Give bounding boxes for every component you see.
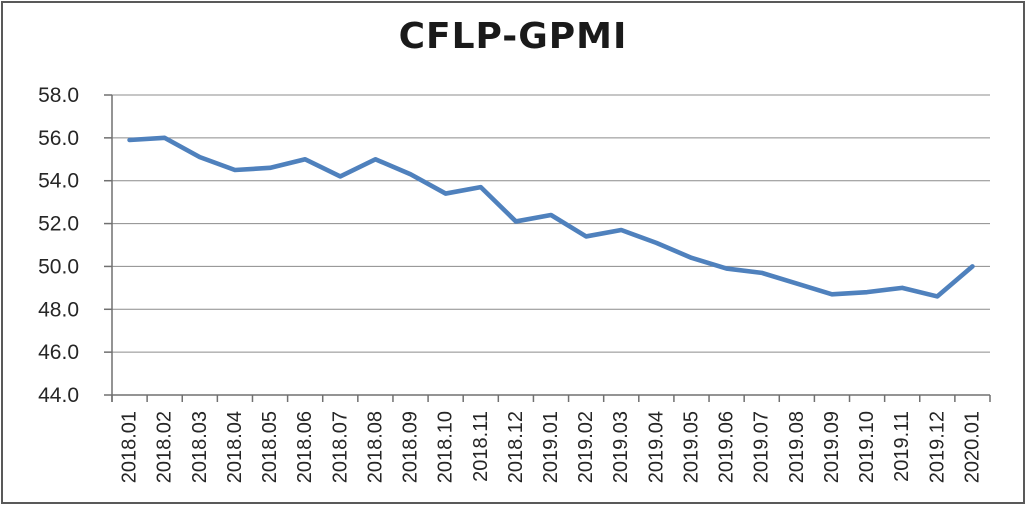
- x-axis-tick-label: 2019.04: [645, 411, 667, 483]
- x-axis-tick-label: 2018.06: [294, 411, 316, 483]
- x-axis-tick-label: 2018.04: [224, 411, 246, 483]
- x-axis-tick-label: 2019.09: [821, 411, 843, 483]
- x-axis-tick-label: 2019.10: [856, 411, 878, 483]
- x-axis-tick-label: 2019.06: [716, 411, 738, 483]
- y-axis-tick-label: 44.0: [38, 384, 79, 407]
- x-axis-tick-label: 2018.02: [154, 411, 176, 483]
- x-axis-tick-label: 2018.12: [505, 411, 527, 483]
- x-axis-tick-label: 2019.03: [610, 411, 632, 483]
- chart-title: CFLP-GPMI: [398, 16, 628, 57]
- x-axis-tick-label: 2018.09: [400, 411, 422, 483]
- data-series-line: [127, 135, 975, 299]
- y-axis-tick-label: 46.0: [38, 341, 79, 364]
- x-axis-tick-label: 2018.11: [470, 411, 492, 482]
- x-axis-tick-label: 2019.11: [891, 411, 913, 482]
- x-axis-tick-label: 2018.07: [329, 411, 351, 483]
- x-axis-tick-label: 2019.12: [926, 411, 948, 483]
- x-axis-tick-label: 2019.05: [680, 411, 702, 483]
- x-axis-tick-label: 2018.10: [435, 411, 457, 483]
- y-axis-tick-label: 52.0: [38, 213, 79, 236]
- x-axis-tick-label: 2019.07: [751, 411, 773, 483]
- x-axis-tick-label: 2018.05: [259, 411, 281, 483]
- x-axis-tick-label: 2020.01: [961, 411, 983, 483]
- x-axis-tick-label: 2018.08: [364, 411, 386, 483]
- y-axis-tick-label: 56.0: [38, 127, 79, 150]
- x-axis-tick-label: 2019.08: [786, 411, 808, 483]
- x-axis-tick-label: 2019.02: [575, 411, 597, 483]
- y-axis-tick-label: 58.0: [38, 84, 79, 107]
- y-axis-tick-label: 48.0: [38, 298, 79, 321]
- y-axis-tick-label: 50.0: [38, 255, 79, 278]
- x-axis-tick-label: 2018.01: [119, 411, 141, 483]
- y-axis-tick-label: 54.0: [38, 170, 79, 193]
- x-axis-tick-label: 2018.03: [189, 411, 211, 483]
- x-axis-tick-label: 2019.01: [540, 411, 562, 483]
